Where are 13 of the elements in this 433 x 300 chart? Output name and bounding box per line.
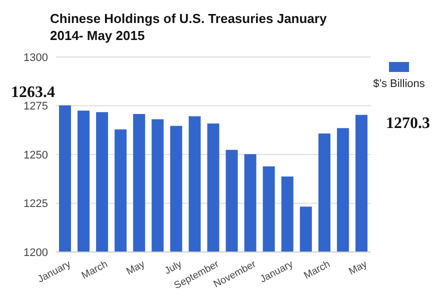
legend-label: $’s Billions (373, 78, 425, 90)
x-tick-label: March (80, 258, 110, 282)
y-tick-label: 1275 (24, 100, 48, 113)
x-tick-label: March (302, 258, 332, 282)
chart-title: Chinese Holdings of U.S. Treasuries January 2014- May 2015 (50, 10, 328, 44)
text: 1263.4 (11, 84, 55, 102)
y-tick-label: 1250 (24, 149, 48, 162)
x-tick-label: May (347, 258, 370, 278)
y-tick-label: 1200 (24, 246, 48, 259)
y-tick-label: 1225 (24, 198, 48, 210)
text: 1270.3 (386, 115, 430, 133)
y-tick-label: 1300 (24, 52, 48, 64)
x-tick-label: May (124, 258, 147, 278)
